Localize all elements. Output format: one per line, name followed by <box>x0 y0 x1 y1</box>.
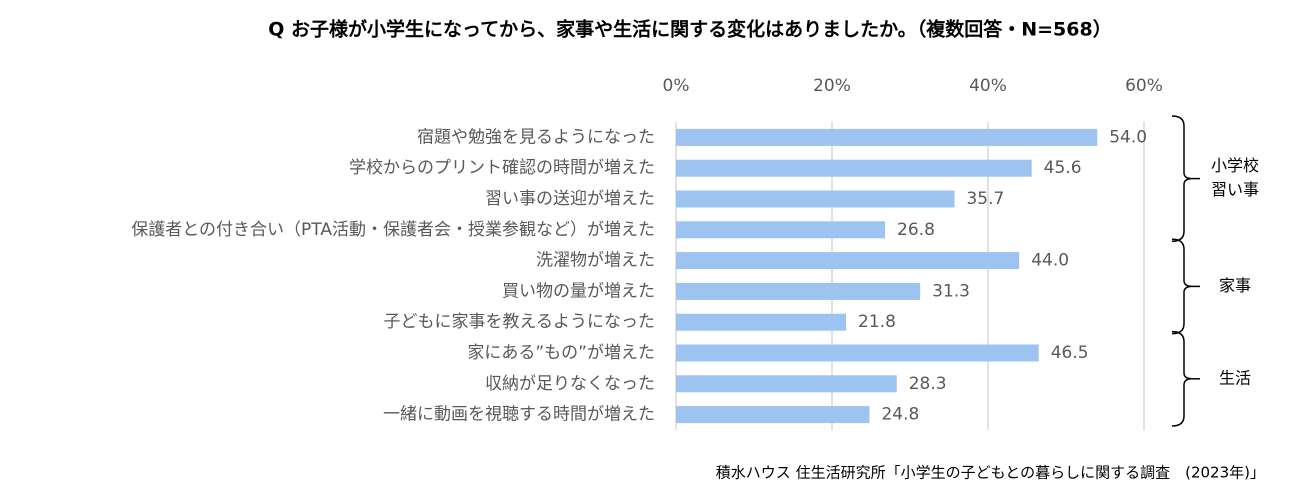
y-tick-label: 洗濯物が増えた <box>536 251 655 271</box>
group-label: 家事 <box>1219 276 1251 295</box>
data-label: 26.8 <box>897 220 935 240</box>
bar <box>676 221 886 239</box>
data-label: 44.0 <box>1031 251 1069 271</box>
y-tick-label: 学校からのプリント確認の時間が増えた <box>349 158 655 178</box>
y-tick-label: 子どもに家事を教えるようになった <box>384 312 656 332</box>
bar <box>676 252 1020 270</box>
group-label: 小学校 <box>1211 156 1259 175</box>
x-tick-label: 40% <box>969 76 1007 96</box>
y-tick-label: 家にある”もの”が増えた <box>467 343 655 363</box>
y-tick-label: 保護者との付き合い（PTA活動・保護者会・授業参観など）が増えた <box>131 220 655 240</box>
chart-title: Q お子様が小学生になってから、家事や生活に関する変化はありましたか。（複数回答… <box>268 18 1111 41</box>
x-tick-label: 60% <box>1125 76 1163 96</box>
y-tick-label: 習い事の送迎が増えた <box>485 189 655 209</box>
bracket <box>1171 115 1193 242</box>
data-label: 21.8 <box>858 312 896 332</box>
bar <box>676 375 897 393</box>
bracket <box>1171 330 1193 427</box>
bar <box>676 344 1039 362</box>
y-tick-label: 買い物の量が増えた <box>502 281 655 301</box>
bar <box>676 313 847 331</box>
bar <box>676 159 1032 177</box>
data-label: 46.5 <box>1051 343 1089 363</box>
bar <box>676 190 955 208</box>
bar <box>676 128 1098 146</box>
bar <box>676 406 870 424</box>
data-label: 24.8 <box>881 405 919 425</box>
y-tick-label: 収納が足りなくなった <box>485 374 655 394</box>
y-tick-label: 一緒に動画を視聴する時間が増えた <box>383 405 655 425</box>
bracket <box>1171 238 1193 335</box>
data-label: 35.7 <box>966 189 1004 209</box>
y-tick-label: 宿題や勉強を見るようになった <box>417 127 655 147</box>
bar <box>676 282 921 300</box>
group-label: 習い事 <box>1211 180 1259 199</box>
data-label: 28.3 <box>909 374 947 394</box>
data-label: 54.0 <box>1109 127 1147 147</box>
data-label: 31.3 <box>932 281 970 301</box>
data-label: 45.6 <box>1044 158 1082 178</box>
x-tick-label: 0% <box>663 76 690 96</box>
group-label: 生活 <box>1219 368 1251 387</box>
source: 積水ハウス 住生活研究所「小学生の子どもとの暮らしに関する調査 (2023年)」 <box>716 464 1265 482</box>
x-tick-label: 20% <box>813 76 851 96</box>
